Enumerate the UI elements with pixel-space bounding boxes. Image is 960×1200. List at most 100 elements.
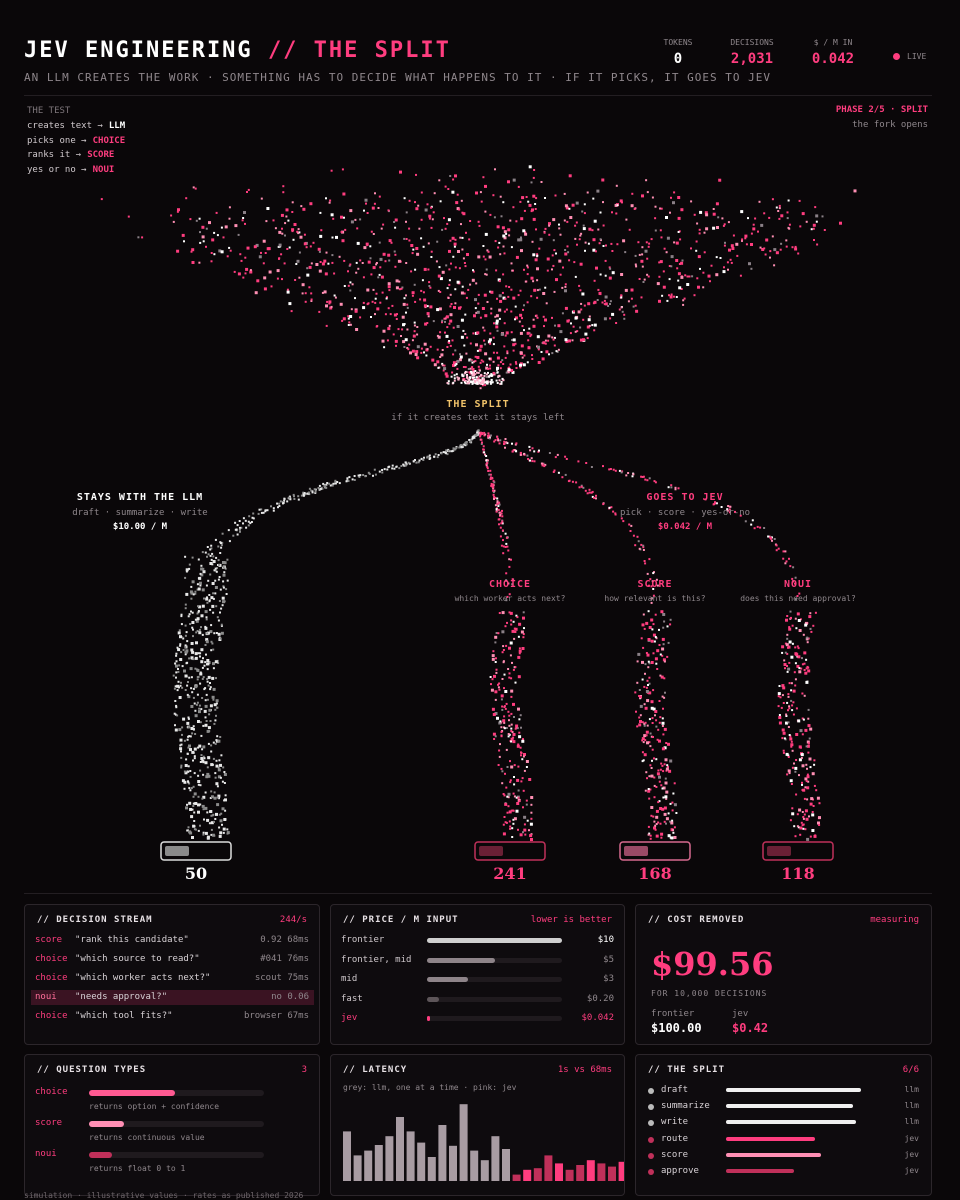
particle [295, 263, 298, 265]
particle [351, 283, 354, 286]
particle [186, 803, 188, 806]
particle [210, 744, 213, 747]
particle [775, 549, 778, 552]
particle [220, 624, 223, 627]
particle [309, 245, 312, 248]
particle [209, 797, 212, 799]
particle [474, 355, 477, 358]
particle [656, 282, 660, 286]
particle [263, 287, 267, 291]
particle [290, 310, 293, 313]
particle [194, 667, 197, 670]
particle [502, 545, 505, 548]
particle [183, 780, 187, 784]
particle [354, 218, 357, 221]
particle [407, 348, 410, 351]
particle [493, 440, 496, 443]
price-panel: // PRICE / M INPUT lower is better frontie… [330, 904, 625, 1045]
particle [465, 296, 468, 299]
stat-value: 0.042 [811, 51, 855, 67]
particle [394, 265, 397, 268]
latency-bar [565, 1169, 574, 1181]
particle [453, 242, 457, 246]
particle [800, 756, 803, 759]
particle [361, 262, 364, 264]
particle [493, 322, 495, 325]
particle [215, 782, 219, 786]
particle [222, 600, 225, 604]
particle [296, 230, 299, 233]
particle [806, 786, 810, 790]
particle [215, 556, 218, 559]
particle [325, 486, 328, 489]
particle [286, 248, 289, 250]
particle [511, 629, 515, 633]
particle [222, 585, 225, 588]
particle [620, 306, 623, 309]
particle [608, 468, 611, 471]
particle [531, 447, 534, 450]
particle [781, 645, 785, 649]
branch-title: NOUI [783, 579, 813, 590]
particle [542, 341, 546, 345]
particle [475, 311, 478, 314]
particle [488, 375, 490, 378]
particle [482, 445, 485, 448]
stream-panel: // DECISION STREAM 244/s score "rank this c… [24, 904, 320, 1045]
panel-title: // COST REMOVED [648, 915, 745, 925]
particle [528, 445, 531, 448]
particle [319, 487, 322, 490]
particle [715, 502, 718, 505]
particle [191, 621, 195, 624]
particle [532, 253, 536, 257]
particle [637, 652, 641, 656]
particle [547, 339, 550, 342]
particle [176, 684, 180, 688]
particle [639, 714, 642, 717]
particle [191, 556, 194, 559]
particle [418, 227, 421, 230]
particle [645, 621, 649, 625]
particle [215, 632, 218, 634]
particle [786, 211, 789, 214]
particle [806, 744, 810, 748]
particle [413, 283, 416, 286]
particle [202, 831, 205, 834]
particle [503, 794, 506, 797]
particle [674, 488, 677, 491]
particle [278, 257, 280, 260]
particle [442, 369, 445, 372]
particle [227, 529, 230, 532]
particle [495, 508, 498, 511]
particle [650, 597, 653, 600]
particle [805, 780, 808, 783]
particle [213, 569, 216, 572]
question-bar [89, 1121, 124, 1127]
particle [644, 249, 648, 253]
particle [510, 730, 513, 732]
particle [690, 247, 692, 250]
particle [853, 189, 857, 193]
particle [293, 498, 296, 500]
particle [378, 470, 381, 473]
particle [648, 584, 650, 587]
particle [466, 374, 468, 376]
particle [248, 515, 251, 518]
particle [682, 299, 685, 302]
particle [426, 348, 429, 351]
particle [813, 784, 816, 787]
particle [375, 292, 378, 295]
particle [503, 236, 507, 240]
particle [215, 714, 217, 717]
particle [806, 773, 809, 776]
particle [808, 615, 812, 619]
particle [496, 437, 499, 440]
particle [804, 728, 808, 732]
particle [498, 612, 501, 614]
particle [552, 338, 555, 341]
particle [769, 250, 772, 253]
particle [416, 252, 420, 256]
particle [458, 358, 462, 362]
particle [788, 627, 792, 631]
particle [511, 578, 514, 581]
